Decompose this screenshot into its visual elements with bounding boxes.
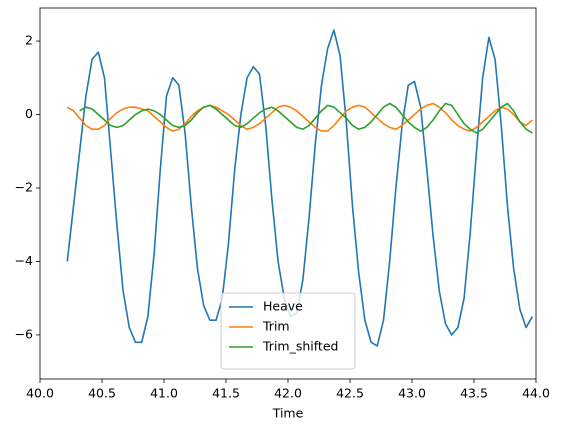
x-tick-label: 42.0 xyxy=(274,386,302,401)
x-axis-label: Time xyxy=(272,406,304,421)
y-tick-label: −6 xyxy=(15,326,33,341)
y-tick-label: 0 xyxy=(25,106,33,121)
x-tick-label: 40.0 xyxy=(26,386,54,401)
y-tick-label: 2 xyxy=(25,33,33,48)
y-tick-label: −2 xyxy=(15,179,33,194)
x-tick-label: 42.5 xyxy=(336,386,364,401)
legend-label: Heave xyxy=(263,299,303,314)
legend: Heave Trim Trim_shifted xyxy=(220,292,356,370)
x-tick-label: 40.5 xyxy=(88,386,116,401)
x-tick-label: 44.0 xyxy=(522,386,550,401)
x-tick-label: 43.0 xyxy=(398,386,426,401)
x-tick-label: 43.5 xyxy=(460,386,488,401)
legend-box xyxy=(220,292,356,370)
series-line xyxy=(79,102,533,134)
legend-label: Trim xyxy=(262,319,290,334)
legend-label: Trim_shifted xyxy=(262,339,338,354)
x-tick-label: 41.0 xyxy=(150,386,178,401)
y-tick-label: −4 xyxy=(15,253,33,268)
plot-frame xyxy=(39,7,537,380)
x-tick-label: 41.5 xyxy=(212,386,240,401)
series-line xyxy=(66,102,533,132)
